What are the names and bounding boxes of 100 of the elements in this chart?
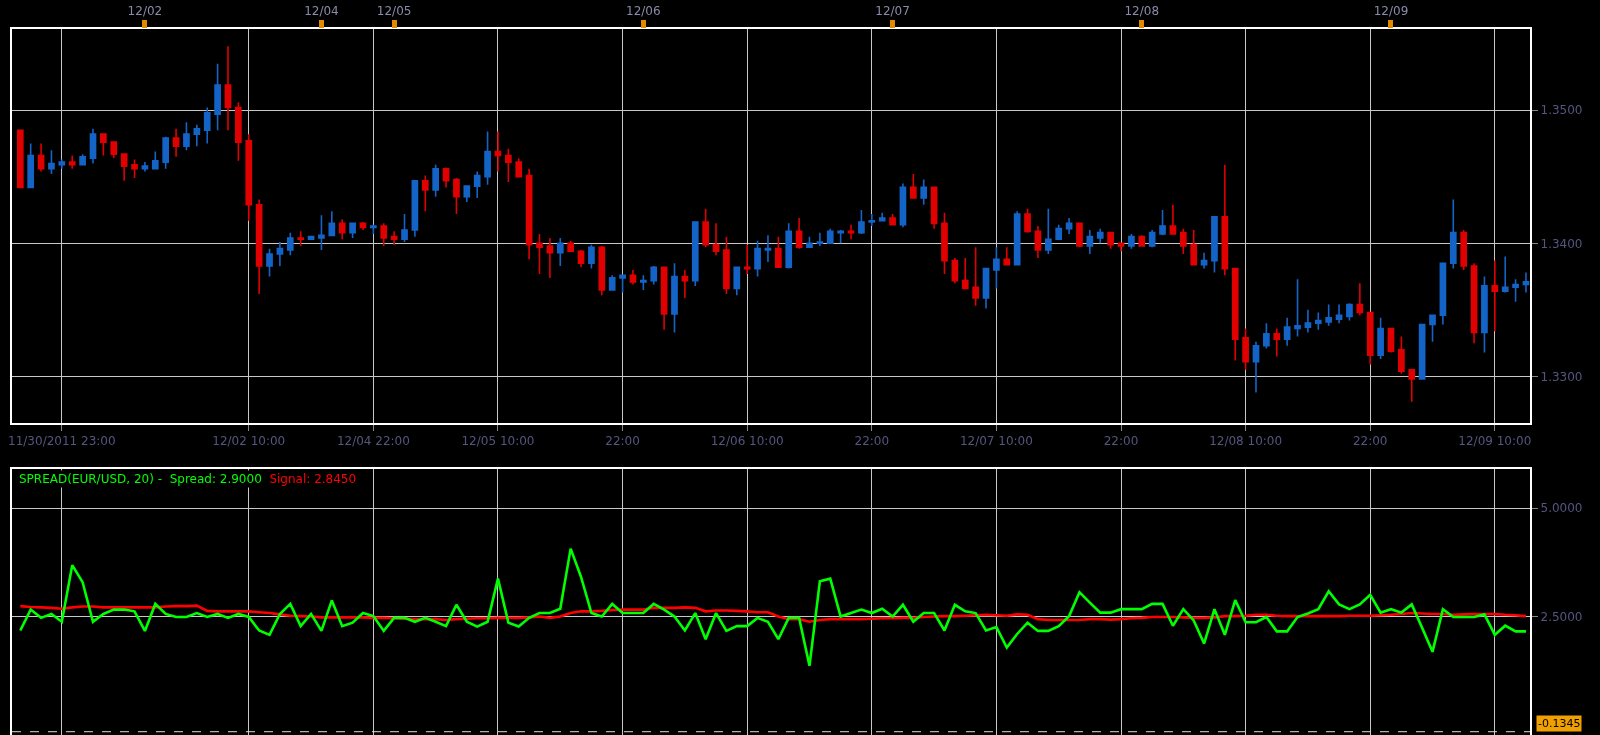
x-tick-label: 12/02 10:00 [212, 434, 286, 449]
candlestick [432, 163, 440, 198]
candlestick [16, 129, 24, 189]
candlestick [1522, 271, 1530, 294]
candlestick [702, 207, 709, 249]
candlestick [733, 266, 741, 297]
candlestick [546, 237, 554, 279]
candlestick [1481, 275, 1488, 354]
x2-tick-label: 12/07 [875, 4, 910, 19]
x-tick-label: 12/05 10:00 [461, 434, 535, 449]
text: Spread: 2.9000 [169, 472, 262, 486]
candlestick [183, 121, 190, 151]
candlestick [484, 130, 491, 186]
x2-tick-label: 12/08 [1124, 4, 1160, 19]
candlestick [214, 62, 221, 131]
candlestick [1356, 282, 1364, 316]
candlestick [172, 128, 180, 158]
candlestick [930, 186, 938, 230]
x-tick-label: 12/04 22:00 [336, 434, 410, 449]
candlestick [1273, 327, 1281, 358]
candlestick [1190, 229, 1198, 266]
candlestick [1138, 234, 1146, 247]
candlestick [193, 124, 201, 147]
candlestick [421, 174, 429, 213]
candlestick [224, 45, 232, 131]
candlestick [556, 237, 564, 267]
x-tick-label: 11/30/2011 23:00 [8, 434, 116, 449]
candlestick [1169, 203, 1177, 235]
candlestick [1449, 198, 1457, 270]
x-tick-label: 12/07 10:00 [959, 434, 1033, 449]
candlestick [286, 231, 294, 257]
candlestick [1398, 335, 1405, 375]
y-tick-label: 1.3400 [1540, 236, 1583, 251]
candlestick [401, 213, 408, 243]
candlestick [826, 227, 834, 245]
candlestick [650, 265, 658, 286]
candlestick [515, 157, 523, 178]
candlestick [982, 267, 990, 310]
candlestick [941, 211, 948, 275]
candlestick [909, 173, 917, 199]
candlestick [619, 274, 626, 294]
candlestick [1366, 311, 1374, 366]
candlestick [671, 262, 678, 334]
candlestick [608, 274, 616, 291]
x2-tick-label: 12/04 [304, 4, 339, 19]
candlestick [100, 133, 107, 157]
candlestick [162, 136, 170, 170]
candlestick [1128, 233, 1135, 250]
candlestick [505, 148, 512, 183]
text: Signal: 2.8450 [269, 472, 357, 486]
x-tick-label: 22:00 [605, 434, 640, 449]
candlestick [795, 217, 803, 250]
x2-tick-label: 12/02 [127, 4, 163, 19]
candlestick [1512, 278, 1519, 303]
candlestick [245, 133, 253, 222]
candlestick [598, 245, 606, 297]
candlestick [1439, 262, 1447, 326]
candlestick [1117, 242, 1125, 253]
candlestick [1242, 327, 1249, 371]
candlestick [1314, 311, 1322, 331]
candlestick [1325, 303, 1333, 327]
candlestick [1491, 259, 1499, 332]
candlestick [868, 213, 876, 227]
candlestick [79, 153, 86, 166]
candlestick [1086, 229, 1094, 255]
candlestick [1055, 223, 1063, 241]
candlestick [889, 213, 896, 226]
candlestick [380, 222, 388, 247]
candlestick [629, 269, 637, 286]
candlestick [1252, 341, 1260, 394]
candlestick [37, 142, 45, 173]
candlestick [1107, 231, 1114, 250]
candlestick [1179, 227, 1187, 255]
candlestick [141, 161, 149, 173]
candlestick [847, 223, 855, 241]
candlestick [1044, 207, 1052, 255]
candlestick [764, 234, 772, 263]
candlestick [453, 177, 460, 215]
candlestick [1346, 302, 1353, 322]
x2-tick-label: 12/05 [376, 4, 412, 19]
candlestick [1231, 267, 1239, 362]
candlestick [972, 246, 979, 307]
x-tick-label: 22:00 [1103, 434, 1139, 449]
ref-line-label: -0.1345 [1538, 717, 1581, 730]
candlestick [349, 222, 356, 239]
candlestick [743, 243, 751, 275]
line-series [19, 547, 1528, 668]
candlestick [27, 142, 35, 189]
candlestick [816, 231, 824, 247]
candlestick [858, 209, 865, 235]
candlestick [318, 214, 325, 251]
candlestick [58, 158, 66, 170]
candlestick [723, 235, 730, 295]
candlestick [681, 269, 689, 299]
candlestick [774, 235, 782, 269]
candlestick [525, 167, 533, 261]
x-tick-label: 12/09 10:00 [1458, 434, 1532, 449]
candlestick [494, 130, 502, 173]
candlestick [878, 211, 886, 222]
y-tick-label: 5.0000 [1540, 501, 1583, 516]
